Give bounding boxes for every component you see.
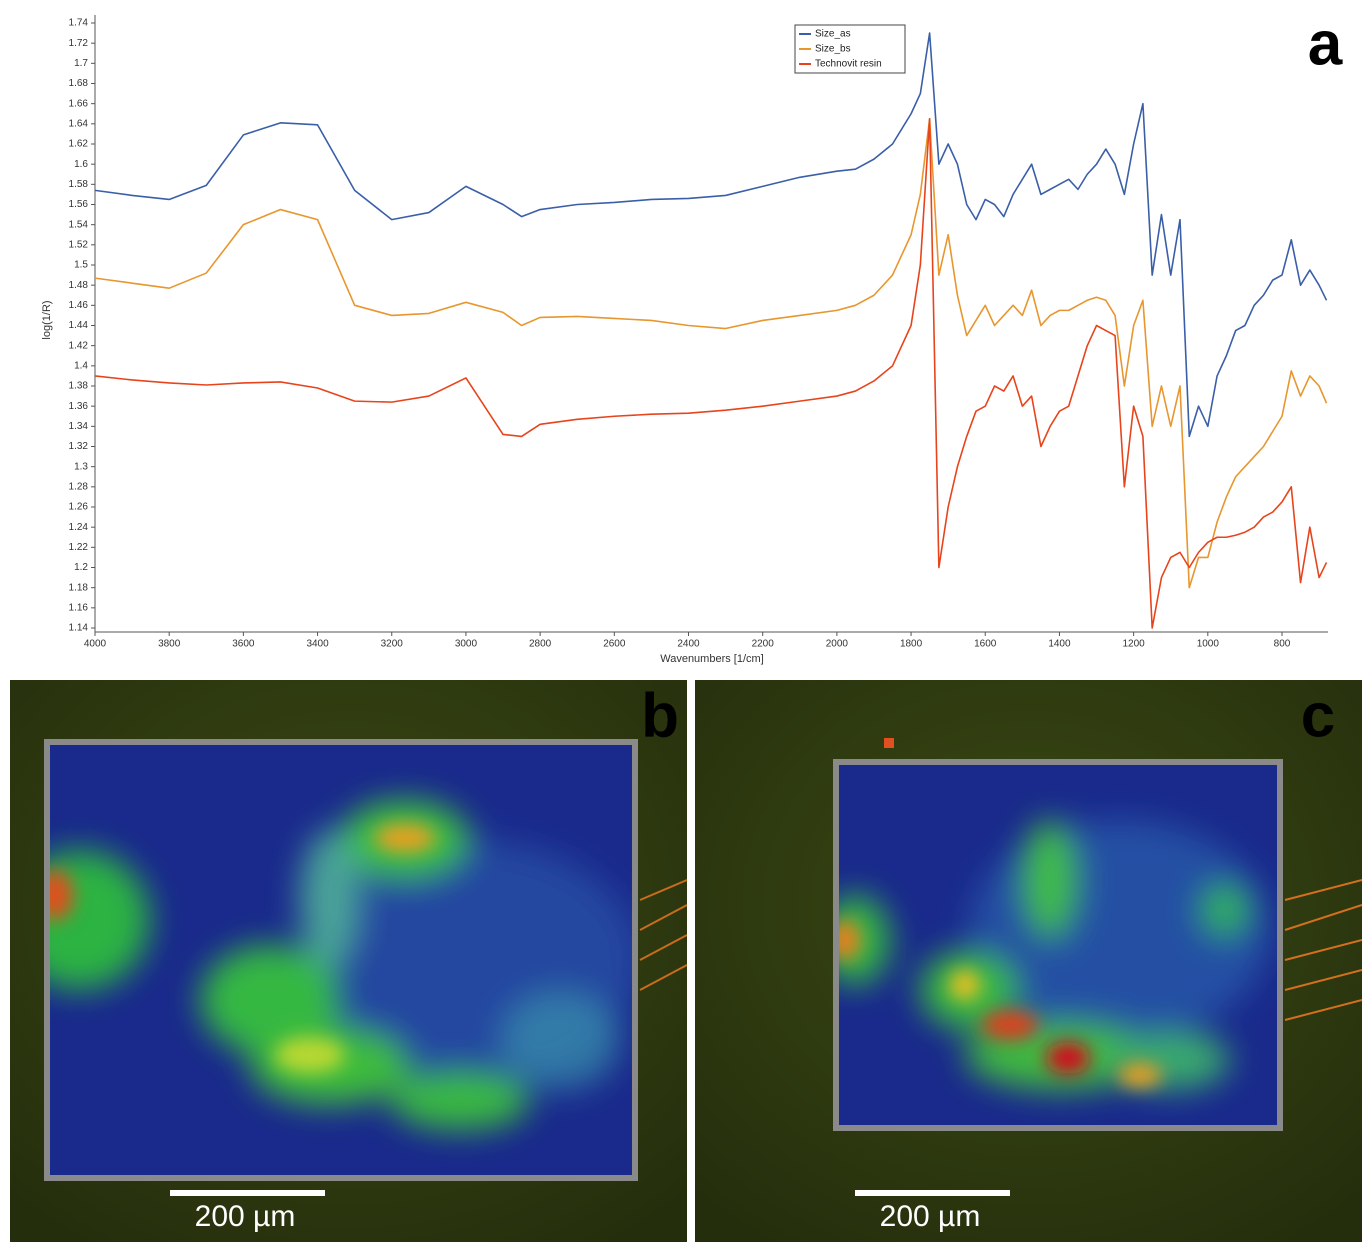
y-tick-label: 1.42 [69,340,89,351]
micrograph-c [695,680,1362,1242]
y-tick-label: 1.26 [69,502,89,513]
y-tick-label: 1.28 [69,481,89,492]
x-tick-label: 2400 [677,639,700,650]
y-tick-label: 1.62 [69,139,89,150]
image-ellipse [390,1070,530,1130]
y-tick-label: 1.5 [74,260,88,271]
x-tick-label: 800 [1274,639,1291,650]
y-tick-label: 1.2 [74,562,88,573]
legend: Size_as Size_bs Technovit resin [795,25,905,73]
spectrum-line [95,119,1327,588]
spectrum-chart: 1.14 1.16 1.18 1.2 1.22 1.24 1.26 1.28 1.3 1.32 1.… [69,15,1328,650]
legend-label: Size_bs [815,44,851,55]
spectrum-line [95,119,1327,628]
image-rect [884,738,894,748]
y-tick-label: 1.56 [69,199,89,210]
image-ellipse [1046,1042,1090,1074]
x-tick-label: 4000 [84,639,107,650]
y-tick-label: 1.44 [69,320,89,331]
x-axis-label: Wavenumbers [1/cm] [660,653,764,665]
y-tick-label: 1.72 [69,38,89,49]
x-tick-label: 3400 [306,639,329,650]
image-ellipse [275,1037,345,1073]
y-tick-label: 1.14 [69,623,89,634]
x-tick-label: 1400 [1048,639,1071,650]
y-tick-label: 1.46 [69,300,89,311]
legend-label: Size_as [815,29,851,40]
y-tick-label: 1.38 [69,381,89,392]
y-tick-label: 1.6 [74,159,88,170]
y-tick-label: 1.48 [69,280,89,291]
legend-label: Technovit resin [815,59,882,70]
x-tick-label: 3200 [381,639,404,650]
x-tick-label: 2600 [603,639,626,650]
image-ellipse [300,830,360,970]
image-ellipse [950,970,980,1000]
y-axis-label: log(1/R) [41,300,53,339]
y-tick-label: 1.34 [69,421,89,432]
x-tick-label: 2200 [752,639,775,650]
y-tick-label: 1.58 [69,179,89,190]
panel-label: c [1301,681,1335,750]
image-ellipse [1118,1063,1162,1087]
x-tick-label: 1600 [974,639,997,650]
panel-label: b [641,681,679,750]
image-ellipse [982,1011,1038,1039]
x-tick-label: 1200 [1123,639,1146,650]
y-tick-label: 1.24 [69,522,89,533]
x-tick-label: 1000 [1197,639,1220,650]
y-tick-label: 1.22 [69,542,89,553]
y-tick-label: 1.32 [69,441,89,452]
image-ellipse [375,824,435,852]
x-tick-label: 3000 [455,639,478,650]
image-ellipse [1022,820,1078,940]
panel-gap [687,680,695,1242]
y-tick-label: 1.54 [69,219,89,230]
x-tick-label: 2800 [529,639,552,650]
image-ellipse [500,990,620,1090]
y-tick-label: 1.74 [69,18,89,29]
x-tick-label: 2000 [826,639,849,650]
y-tick-label: 1.68 [69,78,89,89]
y-tick-label: 1.16 [69,602,89,613]
scale-bar-label: 200 µm [880,1200,981,1233]
y-tick-label: 1.66 [69,98,89,109]
image-ellipse [1200,882,1250,938]
micrograph-b [10,680,687,1242]
scale-bar-label: 200 µm [195,1200,296,1233]
figure: a b c 200 µm 200 µm Wavenumbers [1/cm] l… [0,0,1362,1242]
x-tick-label: 3600 [232,639,255,650]
x-tick-label: 1800 [900,639,923,650]
y-tick-label: 1.52 [69,239,89,250]
y-tick-label: 1.4 [74,360,88,371]
x-tick-label: 3800 [158,639,181,650]
y-tick-label: 1.36 [69,401,89,412]
y-tick-label: 1.7 [74,58,88,69]
y-tick-label: 1.18 [69,582,89,593]
panel-label: a [1308,9,1343,78]
spectrum-line [95,33,1327,436]
y-tick-label: 1.64 [69,118,89,129]
y-tick-label: 1.3 [74,461,88,472]
